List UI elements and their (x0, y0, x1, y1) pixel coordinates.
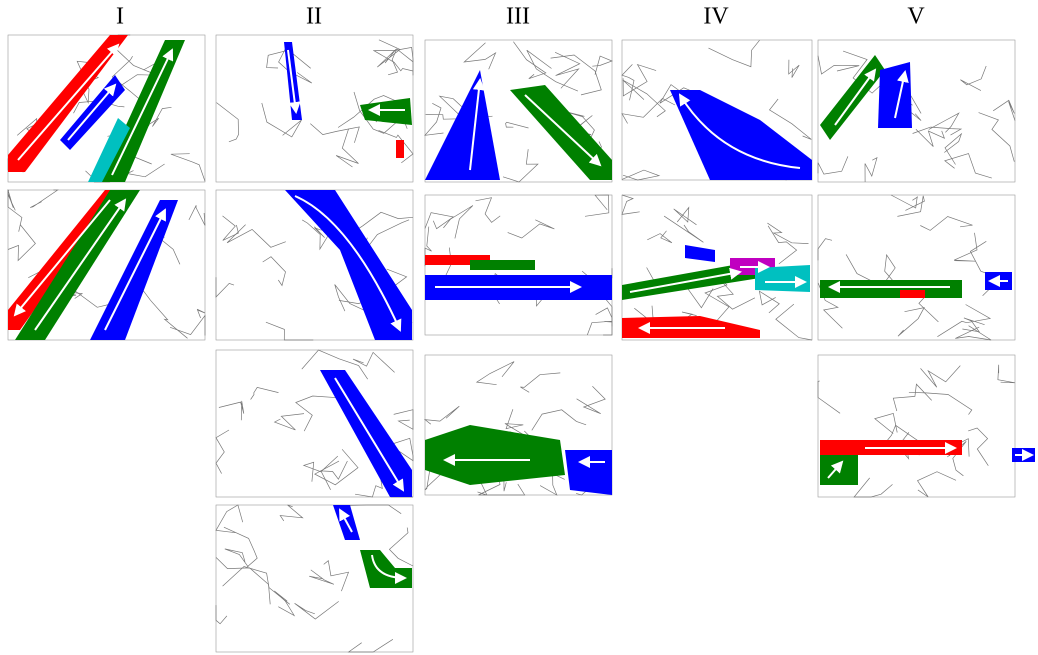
column-header: V (907, 4, 925, 30)
segment (878, 62, 912, 128)
column-header: IV (703, 4, 729, 30)
segment (470, 260, 535, 270)
segment (820, 455, 858, 485)
column-header: I (116, 4, 124, 30)
segment (396, 140, 404, 158)
segment (820, 280, 962, 298)
panels (8, 35, 1015, 652)
image-panel (818, 195, 1015, 340)
segment (755, 265, 810, 292)
column-header: III (506, 4, 530, 30)
column-header: II (306, 4, 322, 30)
figure: I II III IV V (0, 0, 1038, 655)
segment (565, 450, 612, 495)
segment (900, 290, 925, 298)
